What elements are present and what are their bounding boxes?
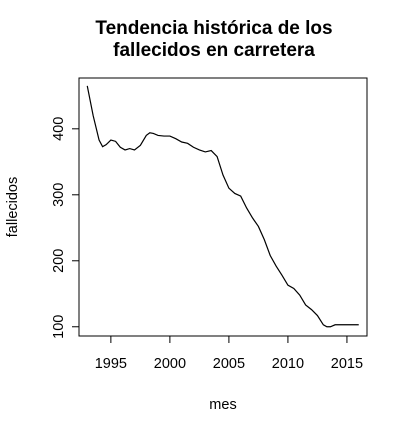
x-axis-title: mes [209,397,236,413]
plot-frame [78,77,368,337]
y-tick-label: 100 [51,315,67,339]
x-tick-label: 2000 [154,356,186,372]
chart-title-line-1: Tendencia histórica de los [95,18,332,39]
y-tick-label: 200 [51,249,67,273]
x-tick-label: 1995 [95,356,127,372]
y-axis: 100 200 300 400 [51,117,80,339]
x-tick-label: 2010 [272,356,304,372]
x-tick-label: 2015 [331,356,363,372]
x-tick-label: 2005 [213,356,245,372]
fallecidos-series-line [86,85,359,328]
chart-title-line-2: fallecidos en carretera [113,40,315,61]
y-axis-title: fallecidos [5,177,21,237]
x-axis: 1995 2000 2005 2010 2015 [95,335,363,372]
y-tick-label: 300 [51,183,67,207]
y-tick-label: 400 [51,117,67,141]
